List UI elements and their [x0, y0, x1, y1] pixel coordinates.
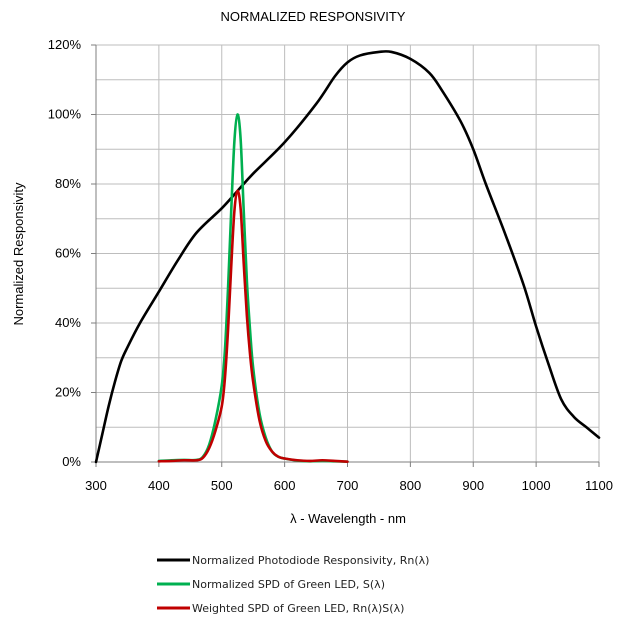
- y-tick-label: 120%: [48, 37, 82, 52]
- x-tick-label: 1000: [522, 478, 551, 493]
- y-tick-label: 100%: [48, 107, 82, 122]
- legend-item-weighted-spd: Weighted SPD of Green LED, Rn(λ)S(λ): [157, 602, 404, 615]
- x-tick-labels: 300 400 500 600 700 800 900 1000 1100: [85, 478, 613, 493]
- x-tick-label: 800: [400, 478, 422, 493]
- x-tick-label: 900: [462, 478, 484, 493]
- x-tick-label: 300: [85, 478, 107, 493]
- x-tick-label: 600: [274, 478, 296, 493]
- y-tick-label: 80%: [55, 176, 81, 191]
- chart-title: NORMALIZED RESPONSIVITY: [221, 9, 406, 24]
- series-line-photodiode-responsivity: [94, 49, 601, 464]
- x-axis-label: λ - Wavelength - nm: [290, 511, 406, 526]
- series-line-weighted-spd: [157, 189, 349, 463]
- legend-item-photodiode-responsivity: Normalized Photodiode Responsivity, Rn(λ…: [157, 554, 429, 567]
- y-tick-label: 60%: [55, 246, 81, 261]
- y-axis-label: Normalized Responsivity: [11, 182, 26, 326]
- legend-label: Normalized Photodiode Responsivity, Rn(λ…: [192, 554, 429, 567]
- grid-lines: [96, 44, 600, 462]
- y-tick-label: 20%: [55, 385, 81, 400]
- legend-label: Normalized SPD of Green LED, S(λ): [192, 578, 385, 591]
- axes: [91, 44, 600, 467]
- y-tick-labels: 0% 20% 40% 60% 80% 100% 120%: [48, 37, 82, 469]
- y-tick-label: 40%: [55, 315, 81, 330]
- x-tick-label: 400: [148, 478, 170, 493]
- legend-label: Weighted SPD of Green LED, Rn(λ)S(λ): [192, 602, 404, 615]
- legend: Normalized Photodiode Responsivity, Rn(λ…: [157, 554, 429, 615]
- legend-item-green-led-spd: Normalized SPD of Green LED, S(λ): [157, 578, 385, 591]
- x-tick-label: 500: [211, 478, 233, 493]
- y-tick-label: 0%: [62, 454, 81, 469]
- series-lines: [94, 49, 601, 464]
- x-tick-label: 1100: [585, 478, 613, 493]
- x-tick-label: 700: [337, 478, 359, 493]
